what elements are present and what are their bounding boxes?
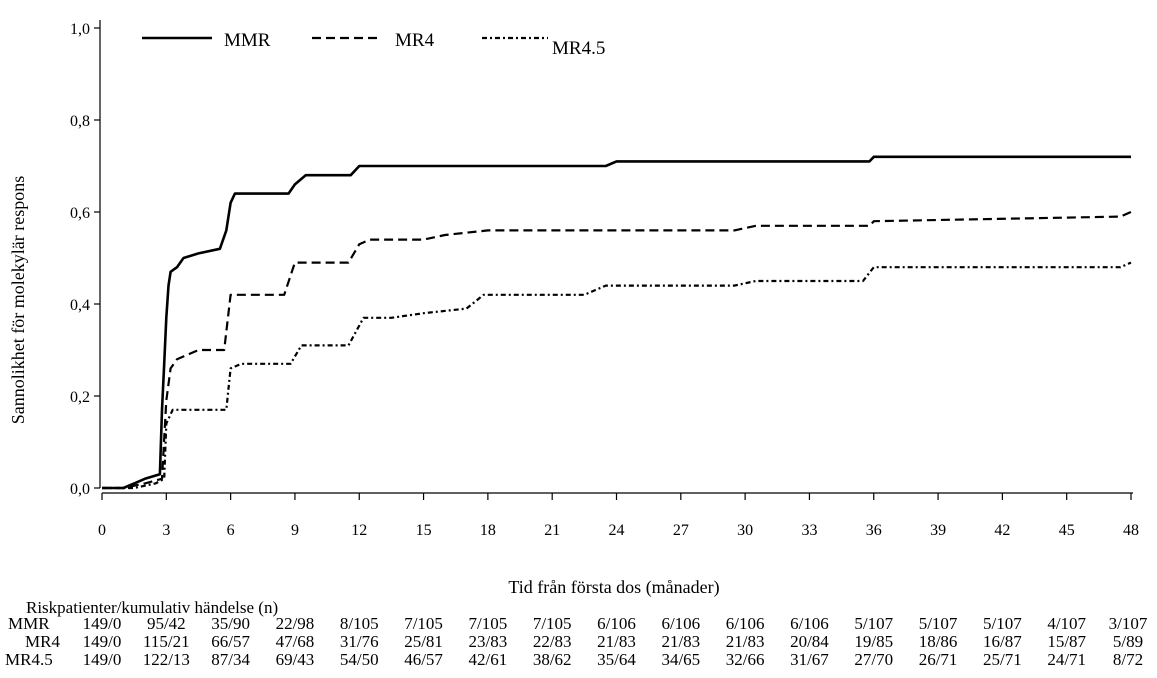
x-tick-label: 24 <box>609 522 625 539</box>
x-tick-label: 9 <box>291 522 299 539</box>
risk-cell: 5/107 <box>983 614 1022 633</box>
risk-cell: 15/87 <box>1047 632 1087 651</box>
x-tick-label: 18 <box>480 522 496 539</box>
risk-cell: 149/0 <box>82 650 122 669</box>
x-tick-label: 30 <box>737 522 753 539</box>
risk-cell: 16/87 <box>983 632 1022 651</box>
x-tick-label: 6 <box>227 522 235 539</box>
risk-cell: 20/84 <box>790 632 829 651</box>
series-line-mmr <box>102 155 1131 490</box>
risk-cell: 122/13 <box>142 650 190 669</box>
legend: MMR MR4 MR4.5 <box>142 30 605 59</box>
series-line-mr4-5 <box>102 261 1132 490</box>
risk-cell: 22/83 <box>532 632 572 651</box>
x-tick-label: 21 <box>544 522 560 539</box>
risk-cell: 87/34 <box>211 650 250 669</box>
y-tick-label: 0,4 <box>70 297 90 314</box>
risk-cell: 42/61 <box>468 650 508 669</box>
risk-cell: 8/72 <box>1112 650 1144 669</box>
x-axis-title: Tid från första dos (månader) <box>508 577 719 598</box>
risk-cell: 46/57 <box>404 650 443 669</box>
risk-cell: 21/83 <box>725 632 765 651</box>
x-tick-label: 12 <box>351 522 367 539</box>
y-tick-label: 0,8 <box>70 113 90 130</box>
risk-cell: 66/57 <box>211 632 250 651</box>
risk-cell: 38/62 <box>532 650 572 669</box>
x-tick-label: 3 <box>162 522 170 539</box>
y-axis-title: Sannolikhet för molekylär respons <box>8 176 28 424</box>
risk-cell: 25/81 <box>404 632 443 651</box>
risk-cell: 32/66 <box>725 650 765 669</box>
y-tick-label: 0,2 <box>70 389 90 406</box>
x-tick-label: 0 <box>98 522 106 539</box>
risk-cell: 26/71 <box>918 650 958 669</box>
risk-cell: 7/105 <box>404 614 443 633</box>
km-chart: 0,00,20,40,60,81,0 0 3 6 9 12 15 18 21 24 27 30 33 3… <box>8 20 1139 598</box>
risk-cell: 47/68 <box>275 632 315 651</box>
y-tick-label: 1,0 <box>70 21 90 38</box>
legend-label: MR4.5 <box>552 38 605 59</box>
risk-cell: 5/107 <box>854 614 894 633</box>
risk-cell: 4/107 <box>1047 614 1087 633</box>
risk-cell: 69/43 <box>275 650 315 669</box>
y-tick-label: 0,6 <box>70 205 90 222</box>
risk-cell: 19/85 <box>854 632 894 651</box>
risk-cell: 27/70 <box>854 650 894 669</box>
risk-cell: 6/106 <box>661 614 701 633</box>
risk-row-label: MMR <box>8 614 50 633</box>
x-tick-label: 42 <box>994 522 1010 539</box>
risk-cell: 7/105 <box>468 614 508 633</box>
risk-cell: 7/105 <box>532 614 572 633</box>
risk-cell: 6/106 <box>790 614 829 633</box>
x-tick-label: 33 <box>801 522 817 539</box>
y-axis: 0,0 0,2 0,4 0,6 0,8 1,0 <box>70 20 101 498</box>
risk-row-label: MR4 <box>25 632 60 651</box>
series-line-mr4 <box>102 210 1132 490</box>
x-tick-label: 39 <box>930 522 946 539</box>
x-tick-label: 48 <box>1123 522 1139 539</box>
risk-cell: 115/21 <box>143 632 190 651</box>
risk-row-label: MR4.5 <box>5 650 53 669</box>
x-tick-label: 36 <box>866 522 882 539</box>
x-tick-label: 45 <box>1059 522 1075 539</box>
series-lines <box>102 155 1132 490</box>
risk-cell: 6/106 <box>725 614 765 633</box>
risk-cell: 149/0 <box>82 632 122 651</box>
risk-cell: 3/107 <box>1108 614 1148 633</box>
risk-cell: 34/65 <box>661 650 701 669</box>
risk-cell: 21/83 <box>661 632 701 651</box>
risk-cell: 25/71 <box>983 650 1022 669</box>
legend-label: MMR <box>224 30 271 51</box>
risk-cell: 18/86 <box>918 632 958 651</box>
legend-label: MR4 <box>395 30 435 51</box>
risk-table: Riskpatienter/kumulativ händelse (n) MMR… <box>0 598 1157 678</box>
risk-cell: 8/105 <box>339 614 379 633</box>
risk-cell: 5/89 <box>1112 632 1144 651</box>
x-tick-label: 15 <box>416 522 432 539</box>
risk-cell: 149/0 <box>82 614 122 633</box>
risk-cell: 31/76 <box>339 632 379 651</box>
risk-cell: 54/50 <box>339 650 379 669</box>
risk-cell: 21/83 <box>597 632 636 651</box>
y-tick-label: 0,0 <box>70 481 90 498</box>
x-axis: 0 3 6 9 12 15 18 21 24 27 30 33 36 39 42 45 48 <box>98 492 1139 539</box>
risk-cell: 23/83 <box>468 632 508 651</box>
risk-cell: 31/67 <box>790 650 829 669</box>
risk-cell: 95/42 <box>146 614 186 633</box>
risk-cell: 35/64 <box>597 650 636 669</box>
risk-cell: 35/90 <box>211 614 250 633</box>
risk-cell: 24/71 <box>1047 650 1087 669</box>
x-tick-label: 27 <box>673 522 689 539</box>
risk-cell: 5/107 <box>918 614 958 633</box>
risk-table-title: Riskpatienter/kumulativ händelse (n) <box>26 598 279 617</box>
risk-cell: 22/98 <box>275 614 315 633</box>
risk-cell: 6/106 <box>597 614 636 633</box>
